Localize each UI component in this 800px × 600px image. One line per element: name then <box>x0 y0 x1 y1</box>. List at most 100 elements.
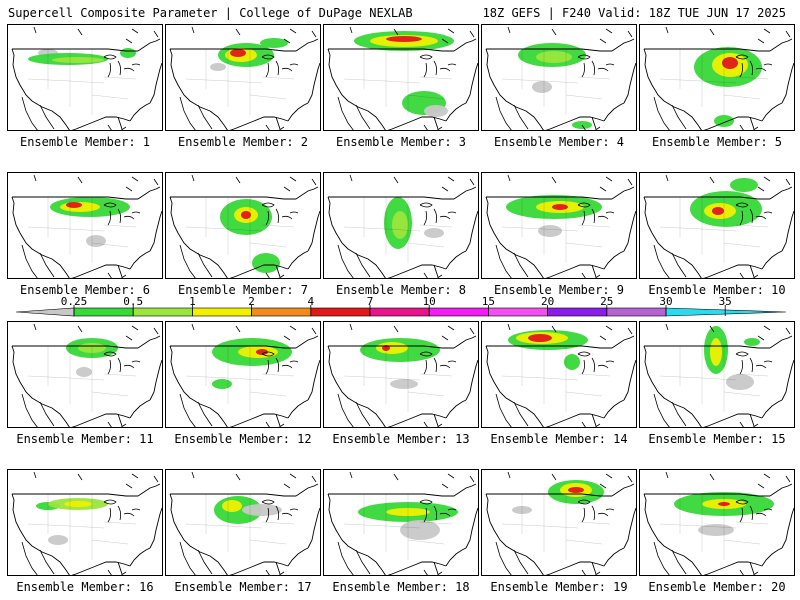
scp-shaded-area <box>552 204 568 210</box>
coastline <box>327 345 386 427</box>
coastline <box>11 493 70 575</box>
forecast-map <box>169 26 320 130</box>
legend-color-segment <box>132 307 193 317</box>
coastline <box>749 264 755 278</box>
coastline <box>169 48 228 130</box>
coastline <box>591 413 597 427</box>
coastline <box>545 264 605 278</box>
coastline <box>169 196 228 278</box>
coastline <box>623 210 636 252</box>
coastline <box>644 345 770 349</box>
coastline <box>12 48 138 52</box>
coastline <box>11 196 70 278</box>
coastline <box>129 102 151 122</box>
member-caption: Ensemble Member: 18 <box>332 580 470 594</box>
coastline <box>485 345 544 427</box>
member-caption: Ensemble Member: 11 <box>16 432 154 446</box>
coastline <box>328 196 454 200</box>
legend-color-segment <box>428 307 489 317</box>
coastline <box>433 413 439 427</box>
forecast-map <box>643 174 794 278</box>
coastline <box>769 38 793 52</box>
scp-shaded-area <box>386 508 430 516</box>
coastline <box>465 359 478 401</box>
ensemble-member-panel <box>165 172 321 279</box>
coastline <box>275 561 281 575</box>
coastline <box>117 561 123 575</box>
member-caption: Ensemble Member: 4 <box>493 135 625 149</box>
coastline <box>129 399 151 419</box>
member-caption: Ensemble Member: 19 <box>490 580 628 594</box>
coastline <box>453 483 477 497</box>
coastline <box>275 413 281 427</box>
coastline <box>703 413 763 427</box>
coastline <box>465 62 478 104</box>
scp-shaded-area <box>538 225 562 237</box>
coastline <box>643 48 702 130</box>
coastline <box>11 345 70 427</box>
ensemble-member-panel <box>639 24 795 131</box>
coastline <box>387 264 447 278</box>
scp-shaded-area <box>386 36 422 42</box>
scp-shaded-area <box>564 354 580 370</box>
ensemble-member-panel <box>481 321 637 428</box>
coastline <box>623 359 636 401</box>
coastline <box>169 345 228 427</box>
coastline <box>749 413 755 427</box>
coastline <box>229 116 289 130</box>
forecast-map <box>327 174 478 278</box>
scp-shaded-area <box>48 535 68 545</box>
scp-shaded-area <box>528 334 552 342</box>
scp-shaded-area <box>120 48 136 58</box>
coastline <box>643 493 702 575</box>
coastline <box>287 547 309 567</box>
coastline <box>445 547 467 567</box>
forecast-map <box>643 323 794 427</box>
scp-shaded-area <box>722 57 738 69</box>
ensemble-member-panel <box>7 321 163 428</box>
coastline <box>761 399 783 419</box>
member-caption: Ensemble Member: 6 <box>19 283 151 297</box>
coastline <box>328 48 454 52</box>
coastline <box>307 359 320 401</box>
page-title: Supercell Composite Parameter | College … <box>8 6 413 20</box>
coastline <box>545 413 605 427</box>
ensemble-member-panel <box>165 469 321 576</box>
member-caption: Ensemble Member: 9 <box>493 283 625 297</box>
scp-shaded-area <box>390 379 418 389</box>
coastline <box>137 38 161 52</box>
coastline <box>623 507 636 549</box>
coastline <box>769 483 793 497</box>
scp-shaded-area <box>252 253 280 273</box>
coastline <box>545 561 605 575</box>
coastline <box>644 493 770 497</box>
member-caption: Ensemble Member: 14 <box>490 432 628 446</box>
coastline <box>387 116 447 130</box>
coastline <box>603 547 625 567</box>
coastline <box>129 250 151 270</box>
coastline <box>117 264 123 278</box>
coastline <box>485 196 544 278</box>
coastline <box>170 493 296 497</box>
coastline <box>295 38 319 52</box>
coastline <box>781 210 794 252</box>
legend-tick-label: 10 <box>423 295 436 308</box>
legend-tick-label: 15 <box>482 295 495 308</box>
coastline <box>327 48 386 130</box>
member-caption: Ensemble Member: 1 <box>19 135 151 149</box>
scp-shaded-area <box>78 343 106 353</box>
coastline <box>287 102 309 122</box>
coastline <box>117 413 123 427</box>
coastline <box>229 561 289 575</box>
ensemble-member-panel <box>7 172 163 279</box>
forecast-map <box>327 323 478 427</box>
legend-tick-label: 30 <box>659 295 672 308</box>
coastline <box>445 250 467 270</box>
legend-arrow-high <box>665 307 787 317</box>
valid-time-label: 18Z GEFS | F240 Valid: 18Z TUE JUN 17 20… <box>482 6 786 20</box>
forecast-map <box>485 471 636 575</box>
coastline <box>307 62 320 104</box>
legend-color-segment <box>310 307 371 317</box>
coastline <box>445 399 467 419</box>
ensemble-member-panel <box>165 24 321 131</box>
